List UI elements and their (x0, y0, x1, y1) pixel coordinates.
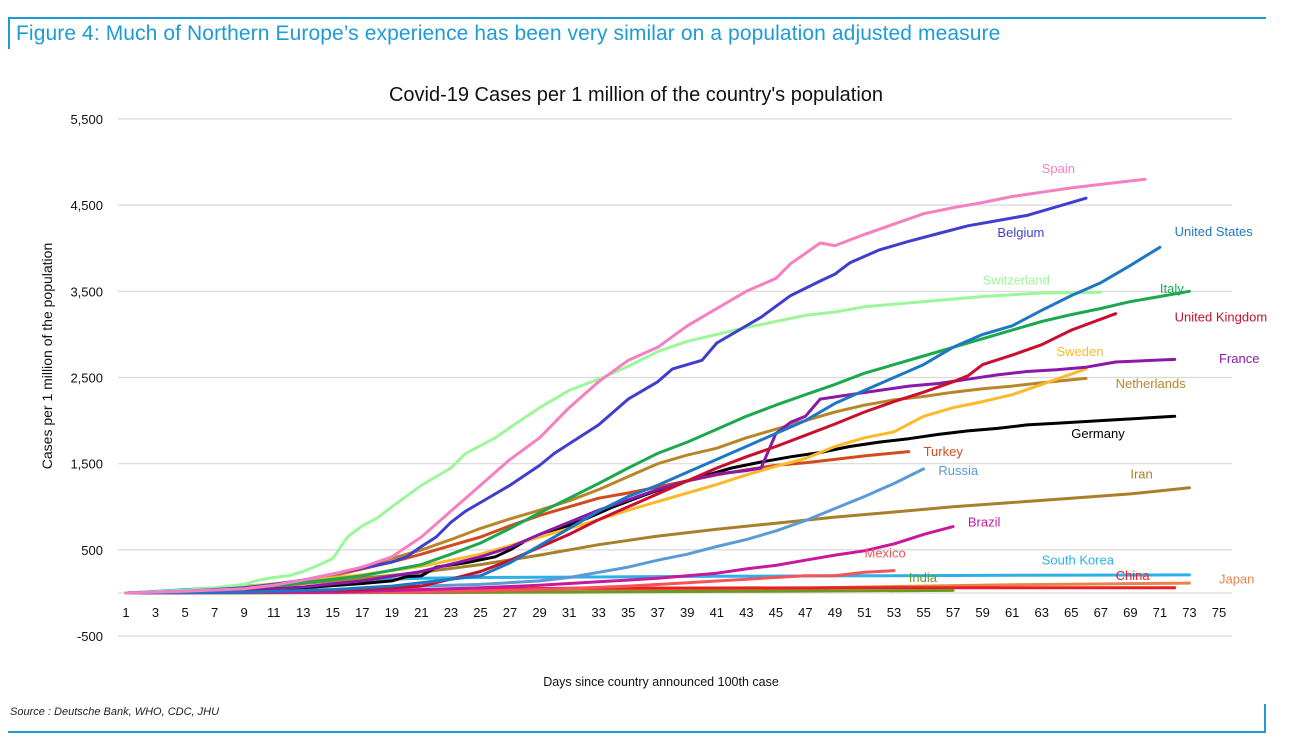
series-line-france (124, 357, 1177, 595)
x-tick-label: 5 (181, 605, 188, 620)
frame-left-border (8, 17, 10, 49)
x-tick-label: 67 (1094, 605, 1108, 620)
series-labels: Spain Belgium United States Switzerland Ital… (865, 161, 1268, 586)
x-tick-label: 47 (798, 605, 812, 620)
series-label-turkey: Turkey (924, 444, 964, 459)
frame-bottom-border (8, 731, 1266, 733)
series-line-united-kingdom (124, 312, 1118, 595)
x-tick-label: 49 (828, 605, 842, 620)
x-tick-label: 27 (503, 605, 517, 620)
x-tick-label: 43 (739, 605, 753, 620)
series-lines (124, 177, 1191, 595)
y-tick-label: 1,500 (70, 457, 103, 472)
series-label-united-kingdom: United Kingdom (1175, 309, 1268, 324)
y-tick-label: 4,500 (70, 198, 103, 213)
x-tick-label: 51 (857, 605, 871, 620)
series-label-france: France (1219, 351, 1259, 366)
x-tick-label: 3 (152, 605, 159, 620)
x-tick-label: 9 (241, 605, 248, 620)
series-line-switzerland (124, 290, 1103, 595)
x-tick-label: 23 (444, 605, 458, 620)
series-line-brazil (124, 525, 955, 595)
series-label-india: India (909, 570, 938, 585)
series-line-iran (124, 486, 1191, 595)
x-axis-label: Days since country announced 100th case (543, 675, 779, 689)
series-label-south-korea: South Korea (1042, 553, 1115, 568)
x-tick-label: 73 (1182, 605, 1196, 620)
series-label-switzerland: Switzerland (983, 272, 1050, 287)
y-tick-label: 3,500 (70, 284, 103, 299)
x-tick-label: 57 (946, 605, 960, 620)
x-tick-label: 7 (211, 605, 218, 620)
x-tick-label: 17 (355, 605, 369, 620)
x-tick-label: 63 (1035, 605, 1049, 620)
series-line-russia (124, 467, 926, 595)
x-tick-label: 37 (650, 605, 664, 620)
x-tick-label: 21 (414, 605, 428, 620)
series-line-spain (124, 177, 1147, 595)
series-label-japan: Japan (1219, 572, 1254, 587)
x-tick-label: 13 (296, 605, 310, 620)
x-tick-label: 31 (562, 605, 576, 620)
x-tick-label: 45 (769, 605, 783, 620)
x-tick-labels: 1 3 5 7 9 11 13 15 17 19 21 23 25 27 29 31 33 35 37 39 41 43 4… (122, 605, 1226, 620)
figure-title: Figure 4: Much of Northern Europe’s expe… (16, 22, 1001, 45)
x-tick-label: 29 (532, 605, 546, 620)
y-tick-label: 500 (81, 543, 103, 558)
x-tick-label: 71 (1153, 605, 1167, 620)
y-tick-labels: 5,500 4,500 3,500 2,500 1,500 500 -500 (70, 112, 103, 644)
frame-right-border (1264, 704, 1266, 733)
y-tick-label: 2,500 (70, 371, 103, 386)
series-label-spain: Spain (1042, 161, 1075, 176)
x-tick-label: 11 (267, 605, 281, 620)
y-tick-label: 5,500 (70, 112, 103, 127)
x-tick-label: 33 (591, 605, 605, 620)
x-tick-label: 39 (680, 605, 694, 620)
x-tick-label: 75 (1212, 605, 1226, 620)
series-label-mexico: Mexico (865, 546, 906, 561)
series-label-united-states: United States (1175, 224, 1254, 239)
series-label-belgium: Belgium (997, 225, 1044, 240)
series-label-italy: Italy (1160, 281, 1184, 296)
series-label-russia: Russia (938, 463, 979, 478)
frame-top-border (8, 17, 1266, 19)
x-tick-label: 65 (1064, 605, 1078, 620)
y-tick-label: -500 (77, 629, 103, 644)
series-label-netherlands: Netherlands (1116, 376, 1187, 391)
series-label-china: China (1116, 568, 1151, 583)
x-tick-label: 35 (621, 605, 635, 620)
series-line-mexico (124, 569, 896, 595)
source-note: Source : Deutsche Bank, WHO, CDC, JHU (10, 706, 220, 718)
y-axis-label: Cases per 1 million of the population (39, 243, 55, 469)
series-line-italy (124, 289, 1191, 595)
series-label-sweden: Sweden (1057, 344, 1104, 359)
x-tick-label: 1 (122, 605, 129, 620)
series-line-united-states (124, 245, 1162, 595)
chart-title: Covid-19 Cases per 1 million of the coun… (389, 84, 883, 106)
series-label-iran: Iran (1130, 466, 1152, 481)
x-tick-label: 53 (887, 605, 901, 620)
x-tick-label: 15 (326, 605, 340, 620)
x-tick-label: 69 (1123, 605, 1137, 620)
x-tick-label: 61 (1005, 605, 1019, 620)
x-tick-label: 19 (385, 605, 399, 620)
x-tick-label: 59 (975, 605, 989, 620)
series-line-belgium (124, 196, 1088, 595)
x-tick-label: 41 (710, 605, 724, 620)
x-tick-label: 25 (473, 605, 487, 620)
series-label-germany: Germany (1071, 426, 1125, 441)
x-tick-label: 55 (916, 605, 930, 620)
series-label-brazil: Brazil (968, 515, 1001, 530)
